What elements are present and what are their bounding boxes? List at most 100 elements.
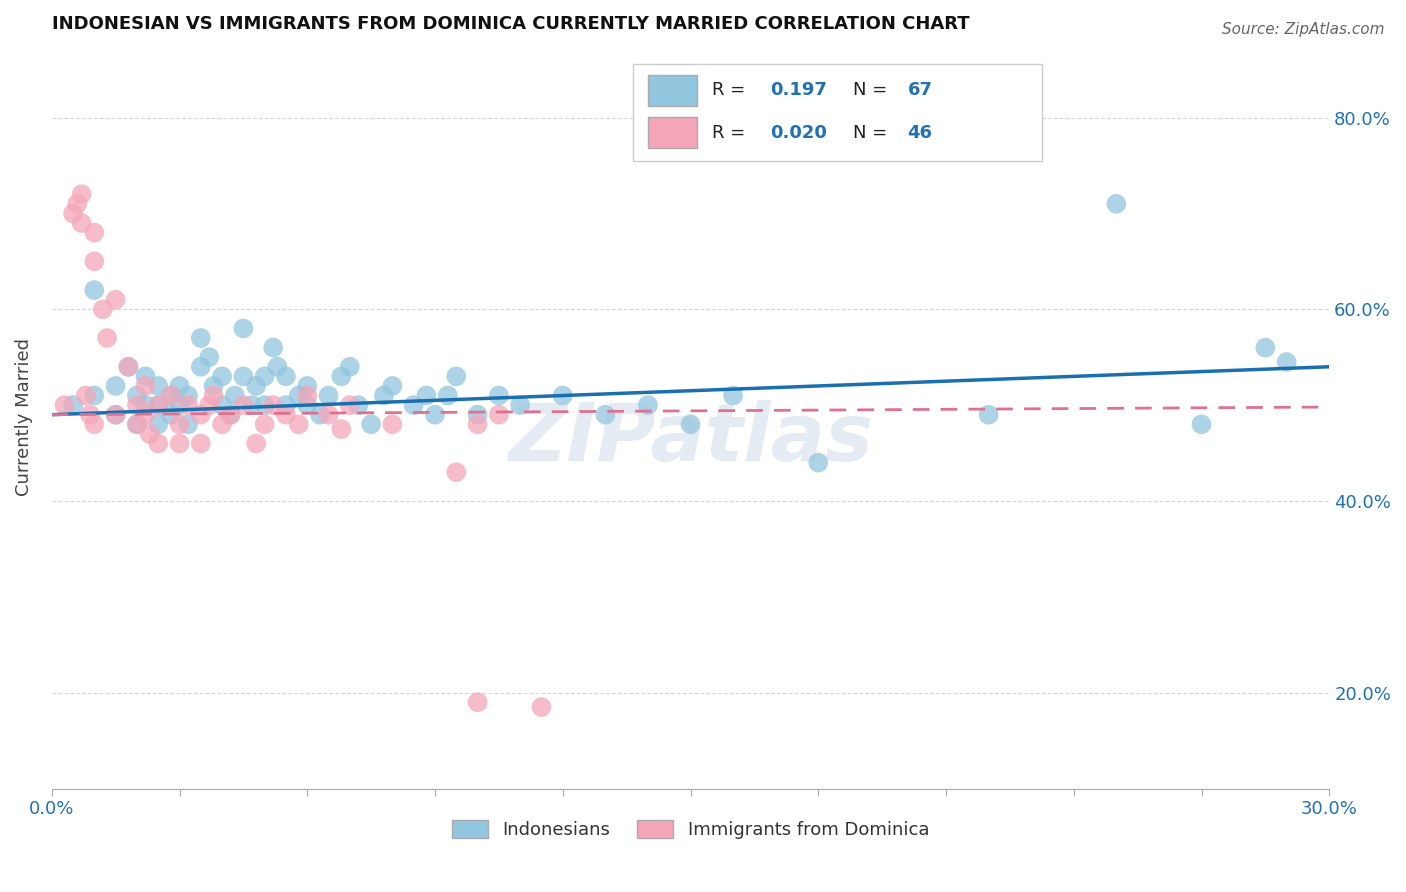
Point	[211, 417, 233, 432]
Point	[66, 197, 89, 211]
Point	[96, 331, 118, 345]
Point	[125, 398, 148, 412]
Point	[177, 417, 200, 432]
Point	[169, 417, 191, 432]
Point	[125, 417, 148, 432]
Point	[1105, 197, 1128, 211]
Point	[134, 379, 156, 393]
Point	[488, 408, 510, 422]
Point	[160, 408, 183, 422]
Point	[446, 369, 468, 384]
Point	[297, 388, 319, 402]
Point	[373, 388, 395, 402]
Point	[240, 398, 263, 412]
Point	[138, 426, 160, 441]
Point	[232, 398, 254, 412]
Point	[467, 417, 489, 432]
Point	[202, 388, 225, 402]
Point	[253, 398, 276, 412]
Point	[125, 388, 148, 402]
Point	[160, 388, 183, 402]
FancyBboxPatch shape	[648, 117, 697, 148]
Point	[721, 388, 744, 402]
Point	[402, 398, 425, 412]
Point	[381, 379, 404, 393]
Point	[134, 408, 156, 422]
Text: R =: R =	[713, 124, 751, 142]
Point	[83, 254, 105, 268]
FancyBboxPatch shape	[633, 64, 1042, 161]
Text: Source: ZipAtlas.com: Source: ZipAtlas.com	[1222, 22, 1385, 37]
Point	[274, 398, 297, 412]
Point	[330, 422, 353, 436]
Point	[83, 226, 105, 240]
Point	[83, 283, 105, 297]
Point	[117, 359, 139, 374]
Point	[211, 369, 233, 384]
Point	[134, 398, 156, 412]
Point	[360, 417, 382, 432]
Point	[488, 388, 510, 402]
Point	[134, 369, 156, 384]
Text: INDONESIAN VS IMMIGRANTS FROM DOMINICA CURRENTLY MARRIED CORRELATION CHART: INDONESIAN VS IMMIGRANTS FROM DOMINICA C…	[52, 15, 969, 33]
Point	[266, 359, 288, 374]
Point	[75, 388, 97, 402]
Point	[62, 398, 84, 412]
Point	[70, 187, 93, 202]
Point	[318, 408, 340, 422]
Point	[381, 417, 404, 432]
Point	[211, 398, 233, 412]
Point	[339, 359, 361, 374]
Point	[198, 350, 221, 364]
Point	[467, 695, 489, 709]
Point	[415, 388, 437, 402]
Point	[287, 417, 309, 432]
Point	[83, 417, 105, 432]
Point	[169, 379, 191, 393]
Point	[83, 388, 105, 402]
Point	[104, 408, 127, 422]
Point	[125, 417, 148, 432]
Point	[679, 417, 702, 432]
Point	[339, 398, 361, 412]
Point	[148, 379, 170, 393]
Point	[551, 388, 574, 402]
Text: N =: N =	[853, 81, 893, 99]
Point	[117, 359, 139, 374]
Point	[309, 408, 332, 422]
Point	[202, 379, 225, 393]
Point	[224, 388, 246, 402]
Point	[232, 369, 254, 384]
Point	[347, 398, 370, 412]
Point	[169, 398, 191, 412]
Text: 0.020: 0.020	[769, 124, 827, 142]
Point	[274, 369, 297, 384]
Point	[190, 408, 212, 422]
Point	[595, 408, 617, 422]
Point	[104, 408, 127, 422]
Point	[297, 398, 319, 412]
Point	[198, 398, 221, 412]
Point	[104, 293, 127, 307]
Point	[190, 436, 212, 450]
Point	[253, 417, 276, 432]
Point	[1191, 417, 1213, 432]
Point	[977, 408, 1000, 422]
Legend: Indonesians, Immigrants from Dominica: Indonesians, Immigrants from Dominica	[444, 813, 936, 847]
Point	[637, 398, 659, 412]
Y-axis label: Currently Married: Currently Married	[15, 338, 32, 496]
Point	[330, 369, 353, 384]
Point	[91, 302, 114, 317]
Point	[245, 379, 267, 393]
Text: 67: 67	[908, 81, 932, 99]
Text: N =: N =	[853, 124, 893, 142]
Point	[262, 341, 284, 355]
Point	[148, 398, 170, 412]
Point	[219, 408, 242, 422]
Point	[190, 331, 212, 345]
Point	[807, 456, 830, 470]
Text: 46: 46	[908, 124, 932, 142]
Point	[70, 216, 93, 230]
Point	[262, 398, 284, 412]
Point	[436, 388, 458, 402]
